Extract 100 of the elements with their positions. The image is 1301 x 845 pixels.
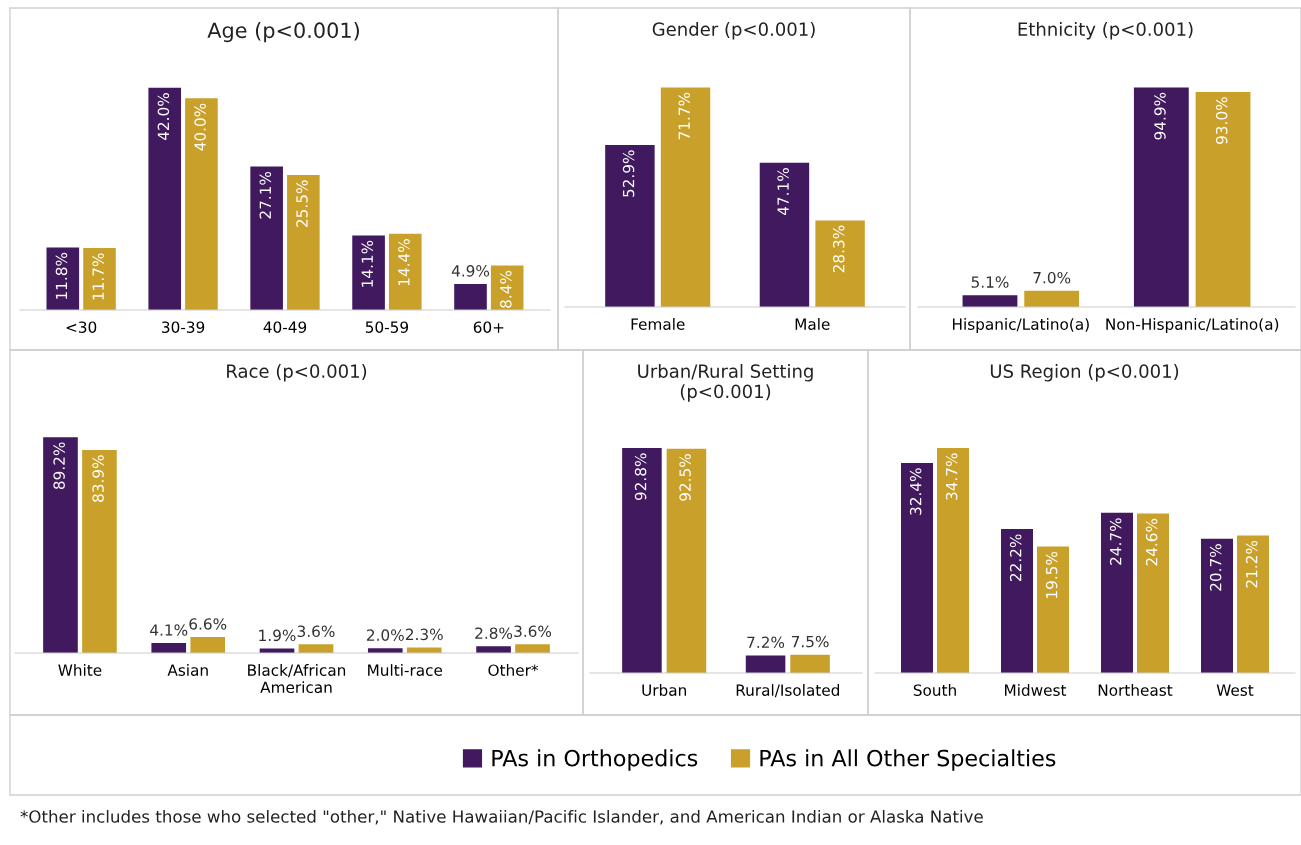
bar [901, 462, 933, 673]
bar [43, 437, 78, 653]
bar [352, 235, 385, 310]
data-label: 22.2% [1009, 534, 1022, 581]
data-label: 83.9% [92, 455, 104, 502]
data-label: 71.7% [678, 92, 690, 140]
data-label: 40.0% [194, 103, 206, 151]
data-label: 4.9% [451, 265, 490, 277]
bar [515, 644, 550, 653]
bar [660, 87, 711, 307]
data-label: 2.0% [366, 629, 404, 641]
data-label: 4.1% [150, 624, 188, 636]
chart-title: Gender (p<0.001) [652, 22, 815, 40]
data-label: 94.9% [1154, 92, 1166, 140]
data-label: 1.9% [259, 629, 296, 642]
bar [1137, 513, 1169, 673]
data-label: 21.2% [1245, 540, 1258, 588]
bar [1001, 529, 1033, 673]
bar [937, 448, 969, 673]
bar [962, 295, 1018, 307]
data-label: 2.8% [475, 627, 513, 639]
bar [298, 644, 334, 653]
legend-label: PAs in All Other Specialties [760, 749, 1056, 771]
chart-title: Urban/Rural Setting (p<0.001) [638, 364, 813, 402]
data-label: 34.7% [945, 453, 958, 500]
chart-title: US Region (p<0.001) [990, 364, 1179, 382]
bar [605, 145, 655, 307]
x-tick-label: Midwest [1005, 684, 1067, 696]
x-tick-label: Multi-race [368, 664, 443, 676]
bar [151, 643, 187, 653]
data-label: 3.6% [297, 625, 335, 638]
bar [185, 98, 218, 310]
x-tick-label: 30-39 [162, 321, 205, 333]
data-label: 8.4% [500, 270, 512, 308]
data-label: 47.1% [777, 168, 789, 216]
x-tick-label: South [913, 684, 956, 696]
data-label: 14.1% [361, 240, 374, 287]
x-tick-label: Other* [488, 664, 539, 676]
bar [83, 248, 116, 310]
data-label: 7.2% [747, 636, 785, 649]
x-tick-label: Asian [167, 664, 208, 676]
bar [190, 637, 226, 653]
data-label: 28.3% [832, 225, 845, 273]
x-tick-label: <30 [66, 321, 97, 333]
bar [759, 162, 810, 307]
data-label: 7.5% [791, 635, 829, 648]
data-label: 92.5% [679, 454, 691, 501]
x-tick-label: Rural/Isolated [736, 684, 840, 698]
bar [287, 175, 320, 310]
bar [1037, 546, 1069, 673]
bar [1201, 538, 1233, 673]
bar [250, 166, 283, 310]
x-tick-label: Female [631, 318, 685, 330]
bar [815, 220, 865, 307]
x-tick-label: Northeast [1098, 684, 1173, 696]
bar [790, 654, 830, 673]
bar [82, 450, 117, 653]
data-label: 20.7% [1209, 544, 1222, 591]
data-label: 3.6% [514, 625, 552, 638]
data-label: 5.1% [971, 276, 1009, 288]
x-tick-label: West [1216, 684, 1254, 696]
bar [1024, 290, 1080, 307]
bar [1133, 87, 1189, 307]
x-tick-label: Non-Hispanic/Latino(a) [1106, 318, 1279, 333]
x-tick-label: Urban [642, 684, 686, 696]
x-tick-label: Male [795, 318, 830, 330]
bar [1195, 91, 1251, 307]
bar [406, 647, 442, 653]
data-label: 6.6% [189, 618, 227, 630]
data-label: 11.7% [92, 253, 104, 300]
x-tick-label: 60+ [473, 321, 504, 333]
data-label: 42.0% [157, 93, 170, 141]
data-label: 24.7% [1109, 518, 1122, 565]
bar [388, 233, 422, 310]
data-label: 24.6% [1145, 518, 1158, 566]
bar [1237, 535, 1269, 673]
data-label: 89.2% [53, 442, 65, 490]
data-label: 7.0% [1033, 271, 1071, 284]
data-label: 27.1% [259, 171, 272, 219]
x-tick-label: 50-59 [365, 321, 409, 333]
data-label: 32.4% [909, 468, 922, 515]
data-label: 25.5% [296, 180, 308, 227]
x-tick-label: 40-49 [263, 321, 307, 333]
bar [490, 265, 524, 310]
data-label: 11.8% [55, 252, 68, 299]
bar [745, 655, 786, 673]
text: *Other includes those who selected "other," Native Hawaiian/Pacific Islander, and American Indian or Alaska Native [20, 809, 983, 825]
chart-title: Age (p<0.001) [207, 22, 359, 43]
chart-title: Race (p<0.001) [227, 364, 367, 382]
data-label: 19.5% [1045, 551, 1058, 598]
data-label: 52.9% [622, 150, 635, 197]
bar [622, 448, 662, 673]
x-tick-label: Black/African American [248, 664, 346, 694]
data-label: 92.8% [634, 453, 647, 501]
chart-title: Ethnicity (p<0.001) [1018, 22, 1193, 40]
bar [148, 87, 182, 310]
x-tick-label: White [58, 664, 102, 676]
data-label: 93.0% [1215, 97, 1228, 144]
bar [454, 284, 487, 310]
x-tick-label: Hispanic/Latino(a) [952, 318, 1089, 333]
